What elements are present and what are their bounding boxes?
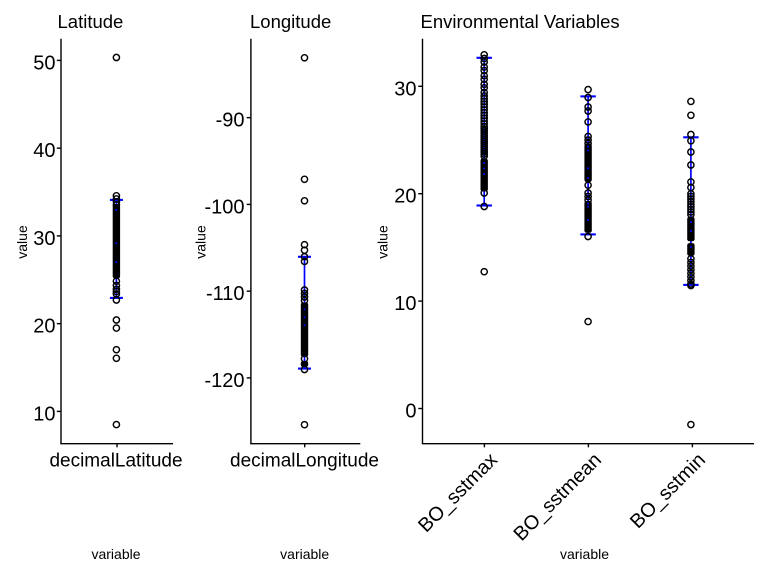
svg-text:Latitude: Latitude [58, 11, 124, 32]
svg-text:Environmental Variables: Environmental Variables [421, 11, 620, 32]
svg-text:variable: variable [560, 546, 609, 562]
svg-text:-100: -100 [204, 196, 244, 218]
svg-text:-90: -90 [216, 110, 245, 132]
svg-text:20: 20 [394, 186, 416, 208]
svg-text:-120: -120 [204, 370, 244, 392]
svg-text:value: value [375, 225, 391, 259]
svg-text:decimalLongitude: decimalLongitude [230, 451, 379, 472]
svg-text:10: 10 [394, 293, 416, 315]
svg-text:-110: -110 [206, 283, 245, 305]
svg-text:variable: variable [91, 546, 140, 562]
svg-text:30: 30 [394, 78, 416, 100]
svg-text:10: 10 [33, 403, 55, 425]
svg-text:variable: variable [280, 546, 329, 562]
svg-text:decimalLatitude: decimalLatitude [49, 451, 182, 472]
svg-text:0: 0 [405, 401, 416, 423]
svg-text:50: 50 [33, 52, 55, 74]
svg-text:20: 20 [33, 316, 55, 338]
svg-text:30: 30 [33, 228, 55, 250]
svg-text:Longitude: Longitude [250, 11, 331, 32]
svg-text:value: value [14, 225, 30, 259]
svg-text:value: value [193, 225, 209, 259]
svg-text:40: 40 [33, 140, 55, 162]
